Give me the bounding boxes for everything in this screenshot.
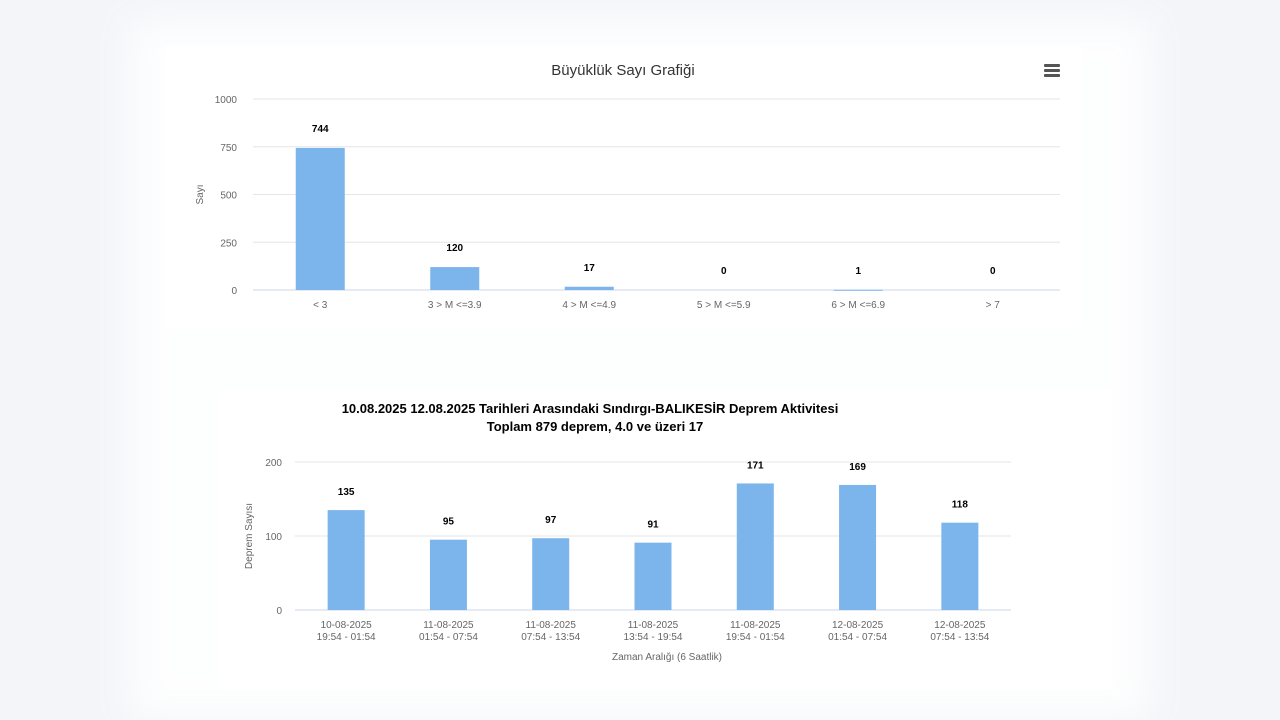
x-tick-label: 12-08-2025 (934, 620, 986, 631)
y-tick-label: 0 (231, 286, 237, 297)
x-tick-label: 6 > M <=6.9 (831, 300, 885, 311)
earthquake-activity-chart-panel: 0 100 200 Deprem Sayısı 135 10-08-2025 19:54 -… (218, 390, 1113, 690)
bar (634, 542, 672, 610)
x-tick-label: 4 > M <=4.9 (562, 300, 616, 311)
chart-title: 10.08.2025 12.08.2025 Tarihleri Arasında… (342, 401, 839, 416)
bar (564, 286, 614, 290)
x-tick-label: 3 > M <=3.9 (428, 300, 482, 311)
data-label: 118 (952, 500, 969, 511)
y-tick-label: 750 (220, 143, 237, 154)
x-tick-label: 10-08-2025 (321, 620, 373, 631)
data-label: 97 (545, 515, 557, 526)
y-tick-label: 250 (220, 238, 237, 249)
y-axis-title: Deprem Sayısı (244, 503, 255, 569)
bar (295, 147, 345, 290)
y-tick-label: 200 (265, 458, 282, 469)
x-tick-label: 13:54 - 19:54 (624, 632, 683, 643)
hamburger-menu-icon[interactable] (1044, 64, 1060, 78)
y-tick-label: 100 (265, 532, 282, 543)
data-label: 17 (584, 263, 596, 274)
y-tick-label: 1000 (215, 95, 238, 106)
x-axis-title: Zaman Aralığı (6 Saatlik) (612, 652, 722, 663)
x-tick-label: > 7 (986, 300, 1001, 311)
x-tick-label: 07:54 - 13:54 (930, 632, 989, 643)
chart-title: Büyüklük Sayı Grafiği (551, 62, 694, 79)
bar (941, 522, 979, 610)
data-label: 171 (747, 460, 764, 471)
data-label: 744 (312, 124, 329, 135)
x-tick-label: 01:54 - 07:54 (419, 632, 478, 643)
y-tick-label: 500 (220, 191, 237, 202)
magnitude-count-chart-panel: Büyüklük Sayı Grafiği 0 250 500 750 1000 Sayı 7… (165, 46, 1082, 328)
bar (430, 267, 480, 290)
x-tick-label: 07:54 - 13:54 (521, 632, 580, 643)
data-label: 1 (855, 266, 861, 277)
bar (833, 289, 883, 291)
data-label: 120 (446, 243, 463, 254)
bar (429, 539, 467, 610)
x-tick-label: < 3 (313, 300, 328, 311)
x-tick-label: 5 > M <=5.9 (697, 300, 751, 311)
x-tick-label: 01:54 - 07:54 (828, 632, 887, 643)
data-label: 0 (721, 266, 727, 277)
chart-subtitle: Toplam 879 deprem, 4.0 ve üzeri 17 (487, 419, 704, 434)
x-tick-label: 12-08-2025 (832, 620, 884, 631)
data-label: 95 (443, 517, 455, 528)
x-tick-label: 11-08-2025 (526, 620, 577, 631)
x-tick-label: 11-08-2025 (730, 620, 781, 631)
earthquake-activity-titles: 10.08.2025 12.08.2025 Tarihleri Arasında… (342, 401, 839, 434)
y-tick-label: 0 (276, 606, 282, 617)
x-tick-label: 11-08-2025 (423, 620, 474, 631)
magnitude-count-chart: Büyüklük Sayı Grafiği 0 250 500 750 1000 Sayı 7… (195, 62, 1060, 311)
bar (839, 484, 877, 610)
data-label: 169 (849, 462, 866, 473)
x-tick-label: 11-08-2025 (628, 620, 679, 631)
bar (327, 510, 365, 610)
data-label: 135 (338, 487, 355, 498)
x-tick-label: 19:54 - 01:54 (317, 632, 376, 643)
data-label: 0 (990, 266, 996, 277)
bar (532, 538, 570, 610)
data-label: 91 (647, 520, 659, 531)
x-tick-label: 19:54 - 01:54 (726, 632, 785, 643)
bar (736, 483, 774, 610)
y-axis-title: Sayı (195, 184, 206, 204)
